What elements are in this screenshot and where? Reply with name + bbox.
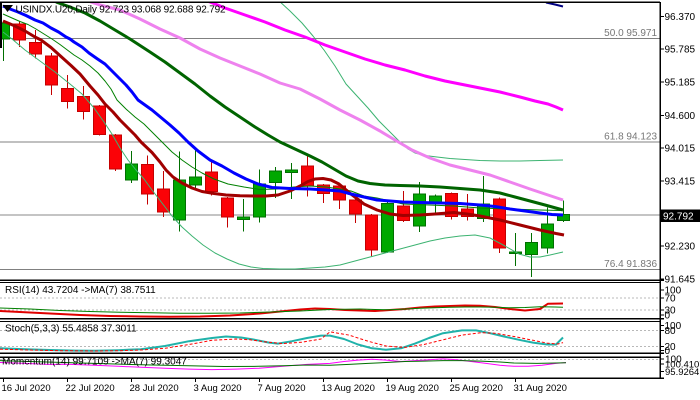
- svg-text:28 Jul 2020: 28 Jul 2020: [130, 383, 179, 394]
- svg-text:76.4 91.836: 76.4 91.836: [604, 259, 657, 270]
- svg-text:91.645: 91.645: [665, 275, 696, 286]
- svg-text:50.0 95.971: 50.0 95.971: [604, 28, 657, 39]
- svg-text:0: 0: [665, 311, 671, 322]
- svg-text:25 Aug 2020: 25 Aug 2020: [450, 383, 503, 394]
- svg-text:80: 80: [665, 326, 677, 337]
- svg-text:31 Aug 2020: 31 Aug 2020: [514, 383, 567, 394]
- svg-text:22 Jul 2020: 22 Jul 2020: [66, 383, 115, 394]
- svg-text:RSI(14) 43.7204 ->MA(7) 38.75: RSI(14) 43.7204 ->MA(7) 38.7511: [5, 285, 156, 296]
- svg-text:96.370: 96.370: [665, 12, 696, 23]
- svg-text:Momentum(14) 99.7109 ->MA(7): Momentum(14) 99.7109 ->MA(7) 99.3047: [2, 357, 187, 368]
- svg-text:Stoch(5,3,3) 55.4858 37.3011: Stoch(5,3,3) 55.4858 37.3011: [5, 324, 137, 335]
- svg-text:94.600: 94.600: [665, 111, 696, 122]
- svg-text:100.4107: 100.4107: [665, 360, 700, 371]
- svg-text:16 Jul 2020: 16 Jul 2020: [2, 383, 51, 394]
- svg-text:92.230: 92.230: [665, 242, 696, 253]
- svg-text:95.9264: 95.9264: [665, 367, 699, 378]
- svg-text:100: 100: [665, 321, 682, 332]
- svg-text:7 Aug 2020: 7 Aug 2020: [258, 383, 306, 394]
- svg-text:61.8 94.123: 61.8 94.123: [604, 132, 657, 143]
- svg-text:100: 100: [665, 355, 682, 366]
- svg-text:95.785: 95.785: [665, 44, 696, 55]
- svg-text:94.015: 94.015: [665, 144, 696, 155]
- svg-text:95.185: 95.185: [665, 78, 696, 89]
- svg-text:30: 30: [665, 306, 677, 317]
- svg-text:100: 100: [665, 286, 682, 297]
- svg-text:93.415: 93.415: [665, 177, 696, 188]
- svg-text:USINDX.U20,Daily 92.723 93.06: USINDX.U20,Daily 92.723 93.068 92.688 92…: [16, 5, 226, 16]
- svg-text:92.792: 92.792: [663, 212, 694, 223]
- svg-text:13 Aug 2020: 13 Aug 2020: [322, 383, 375, 394]
- svg-text:0: 0: [665, 346, 671, 357]
- svg-text:70: 70: [665, 294, 677, 305]
- svg-text:19 Aug 2020: 19 Aug 2020: [386, 383, 439, 394]
- svg-text:3 Aug 2020: 3 Aug 2020: [194, 383, 242, 394]
- svg-text:20: 20: [665, 342, 677, 353]
